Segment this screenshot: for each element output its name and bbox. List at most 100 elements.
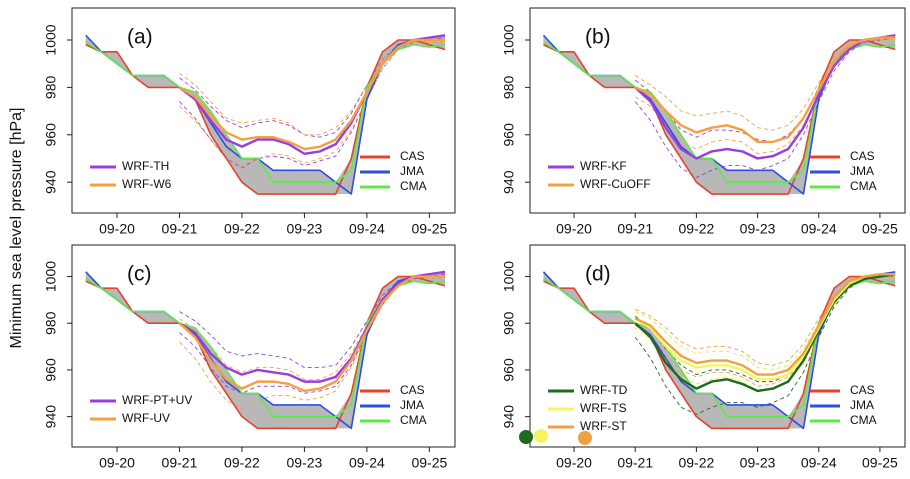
y-tick-label: 940 xyxy=(501,170,517,194)
x-tick-label: 09-25 xyxy=(411,455,447,471)
x-tick-label: 09-24 xyxy=(349,221,385,237)
series-line xyxy=(178,38,446,151)
legend-label: WRF-TH xyxy=(122,159,169,173)
y-tick-label: 1000 xyxy=(43,24,59,55)
x-tick-label: 09-22 xyxy=(678,221,714,237)
series-line xyxy=(634,36,896,144)
legend-label: CMA xyxy=(400,413,427,427)
legend-label: JMA xyxy=(400,398,424,412)
member-line xyxy=(179,34,446,138)
series-line xyxy=(543,41,896,183)
legend-label: CMA xyxy=(400,179,427,193)
x-tick-label: 09-25 xyxy=(862,455,898,471)
legend-label: CAS xyxy=(400,383,425,397)
member-line xyxy=(635,273,896,366)
x-tick-label: 09-24 xyxy=(801,221,837,237)
legend-label: WRF-PT+UV xyxy=(122,393,192,407)
panel-title: (d) xyxy=(585,263,611,286)
member-line xyxy=(179,271,446,369)
member-line xyxy=(635,273,896,371)
x-tick-label: 09-24 xyxy=(349,455,385,471)
member-line xyxy=(179,273,446,394)
x-tick-label: 09-21 xyxy=(617,221,653,237)
x-tick-label: 09-23 xyxy=(740,221,776,237)
panel-title: (b) xyxy=(585,26,611,49)
panel: 940 960 980 1000 09-20 09-21 09-22 09-23 09-24 09… xyxy=(501,7,906,237)
series-line xyxy=(85,39,446,195)
legend-label: WRF-TD xyxy=(580,383,628,397)
x-tick-label: 09-23 xyxy=(287,221,323,237)
pin xyxy=(578,431,592,445)
x-tick-label: 09-23 xyxy=(740,455,776,471)
y-tick-label: 1000 xyxy=(501,24,517,55)
x-tick-label: 09-22 xyxy=(224,455,260,471)
plot-area xyxy=(542,271,896,430)
legend-label: WRF-W6 xyxy=(122,177,172,191)
y-tick-label: 980 xyxy=(43,311,59,335)
series-line xyxy=(543,275,896,430)
y-tick-label: 940 xyxy=(501,405,517,429)
x-tick-label: 09-20 xyxy=(99,455,135,471)
member-line xyxy=(634,39,896,155)
x-tick-label: 09-22 xyxy=(224,221,260,237)
legend-label: WRF-CuOFF xyxy=(580,177,651,191)
legend-label: WRF-ST xyxy=(580,419,627,433)
series-line xyxy=(634,34,896,160)
member-line xyxy=(634,276,896,415)
y-axis-title: Minimum sea level pressure [hPa] xyxy=(8,108,25,349)
x-tick-label: 09-24 xyxy=(801,455,837,471)
series-line xyxy=(178,275,446,393)
y-tick-label: 1000 xyxy=(43,261,59,292)
x-tick-label: 09-21 xyxy=(162,455,198,471)
series-line xyxy=(178,270,446,383)
y-tick-label: 980 xyxy=(501,76,517,100)
legend-label: CAS xyxy=(850,383,875,397)
panel: 940 960 980 1000 09-20 09-21 09-22 09-23 09-24 09… xyxy=(43,7,456,237)
y-tick-label: 980 xyxy=(501,311,517,335)
x-tick-label: 09-25 xyxy=(411,221,447,237)
pin xyxy=(534,429,548,443)
obs-envelope xyxy=(85,35,446,195)
axes-frame xyxy=(71,7,456,214)
x-tick-label: 09-20 xyxy=(99,221,135,237)
location-pins xyxy=(519,429,592,445)
panel-title: (c) xyxy=(127,263,152,286)
axes-frame xyxy=(71,244,456,448)
series-line xyxy=(543,39,896,195)
x-tick-label: 09-20 xyxy=(556,221,592,237)
x-tick-label: 09-20 xyxy=(556,455,592,471)
series-line xyxy=(85,275,446,430)
legend-label: CMA xyxy=(850,179,877,193)
x-tick-label: 09-25 xyxy=(862,221,898,237)
y-tick-label: 960 xyxy=(43,358,59,382)
legend-label: WRF-UV xyxy=(122,411,170,425)
series-line xyxy=(634,272,896,381)
obs-envelope xyxy=(85,271,446,429)
legend-label: CMA xyxy=(850,413,877,427)
x-tick-label: 09-23 xyxy=(287,455,323,471)
member-line xyxy=(634,37,896,131)
panel: 940 960 980 1000 09-20 09-21 09-22 09-23 09-24 09… xyxy=(43,244,456,471)
panel-title: (a) xyxy=(127,26,153,49)
y-tick-label: 960 xyxy=(501,358,517,382)
axes-frame xyxy=(529,244,906,448)
legend-label: JMA xyxy=(850,398,874,412)
series-line xyxy=(634,273,896,393)
x-tick-label: 09-21 xyxy=(617,455,653,471)
series-line xyxy=(634,272,896,376)
member-line xyxy=(179,39,446,136)
member-line xyxy=(634,37,896,178)
member-line xyxy=(634,276,896,387)
x-tick-label: 09-21 xyxy=(162,221,198,237)
obs-envelope xyxy=(543,271,896,429)
legend-label: WRF-TS xyxy=(580,401,627,415)
y-tick-label: 1000 xyxy=(501,261,517,292)
axes-frame xyxy=(529,7,906,214)
y-tick-label: 980 xyxy=(43,76,59,100)
legend-label: WRF-KF xyxy=(580,159,627,173)
y-tick-label: 940 xyxy=(43,170,59,194)
y-tick-label: 960 xyxy=(501,123,517,147)
y-tick-label: 940 xyxy=(43,405,59,429)
